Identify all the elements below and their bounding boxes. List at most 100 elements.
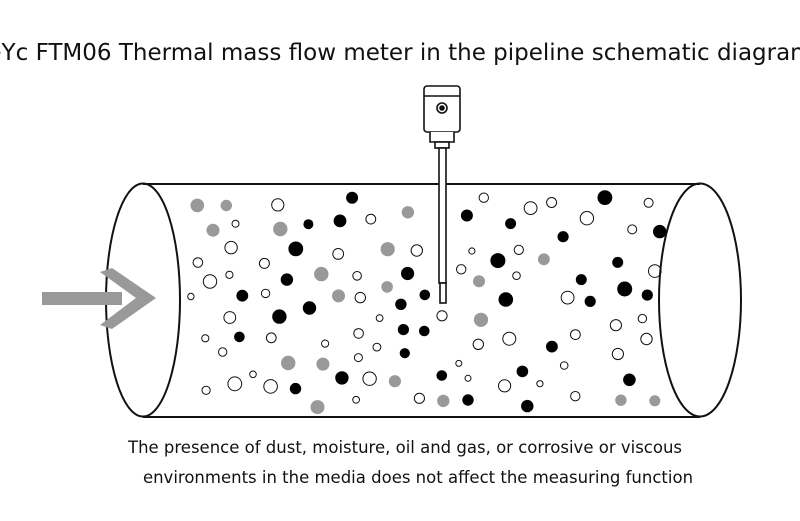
particle (206, 223, 220, 237)
particle (419, 289, 431, 301)
particle (399, 348, 410, 359)
particle (201, 385, 211, 395)
sensor-stem (438, 147, 447, 284)
particle (546, 340, 558, 353)
caption-line: The presence of dust, moisture, oil and … (127, 438, 682, 457)
particle (346, 191, 359, 204)
particle (523, 201, 538, 216)
particles (187, 190, 667, 415)
particle (397, 324, 409, 336)
particle (223, 311, 237, 324)
particle (201, 334, 210, 343)
particle (521, 399, 534, 413)
particle (332, 248, 345, 260)
particle (612, 256, 624, 268)
particle (516, 365, 529, 378)
caption-line: environments in the media does not affec… (143, 468, 693, 487)
particle (352, 271, 362, 281)
particle (333, 214, 347, 228)
arrow-shaft (42, 292, 122, 305)
particle (224, 240, 238, 255)
arrow-head (100, 268, 156, 329)
particle (436, 310, 448, 322)
particle (490, 253, 506, 269)
particle (236, 289, 249, 302)
particle (271, 198, 285, 212)
particle (352, 395, 361, 404)
particle (512, 271, 521, 281)
particle (310, 400, 325, 415)
particle (413, 392, 425, 404)
particle (410, 244, 423, 257)
particle (362, 371, 377, 386)
particle (637, 313, 648, 324)
particle (289, 382, 302, 395)
particle (365, 213, 377, 225)
particle (419, 325, 430, 337)
particle (455, 359, 463, 367)
particle (536, 380, 544, 388)
sensor (423, 85, 461, 304)
particle (401, 266, 415, 281)
particle (653, 224, 667, 239)
particle (437, 394, 450, 408)
particle (623, 373, 636, 387)
particle (627, 224, 638, 235)
particle (303, 219, 314, 230)
particle (225, 270, 234, 279)
particle (265, 332, 277, 344)
particle (615, 394, 627, 406)
particle (375, 314, 384, 323)
particle (641, 289, 653, 301)
particle (456, 264, 467, 275)
particle (218, 347, 228, 357)
particle (280, 273, 294, 286)
sensor-connector-pin (439, 105, 445, 111)
particle (302, 301, 317, 315)
flow-arrow (42, 268, 156, 329)
particle (281, 355, 296, 371)
particle (498, 292, 514, 307)
particle (468, 247, 476, 255)
sensor-neck (429, 132, 455, 143)
particle (249, 370, 257, 379)
pipe-outlet (658, 182, 742, 418)
sensor-probe (439, 282, 447, 304)
particle (314, 266, 329, 282)
particle (231, 219, 240, 228)
particle (462, 394, 474, 406)
particle (187, 292, 195, 301)
particle (288, 241, 304, 257)
particle (472, 338, 484, 350)
particle (575, 274, 587, 286)
particle (609, 319, 623, 332)
particle (335, 371, 349, 385)
particle (436, 370, 448, 381)
particle (570, 329, 581, 341)
particle (640, 332, 653, 346)
sensor-nut (434, 141, 450, 149)
particle (401, 206, 415, 219)
particle (354, 291, 366, 304)
particle (559, 361, 569, 370)
particle (611, 347, 625, 361)
particle (258, 257, 270, 269)
particle (473, 275, 485, 288)
particle (321, 339, 330, 348)
particle (273, 221, 288, 237)
particle (353, 353, 363, 363)
particle (380, 242, 395, 257)
particle (381, 281, 393, 293)
particle (263, 379, 278, 394)
particle (234, 331, 245, 343)
particle (478, 192, 489, 203)
particle (372, 342, 382, 352)
particle (260, 288, 271, 299)
particle (502, 331, 517, 346)
particle (597, 190, 613, 206)
particle (464, 374, 472, 382)
particle (513, 244, 524, 255)
particle (388, 375, 401, 388)
